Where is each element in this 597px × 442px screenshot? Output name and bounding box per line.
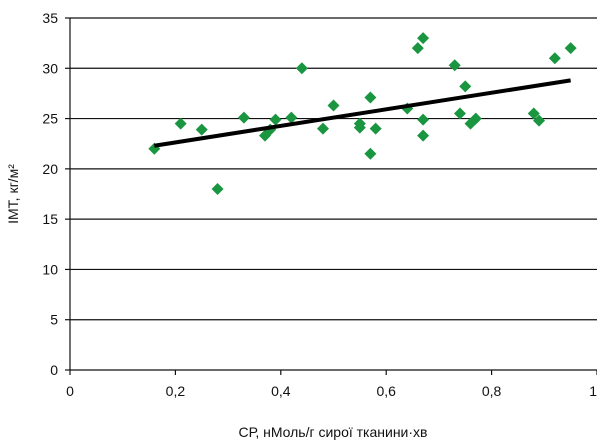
data-point (527, 107, 540, 120)
data-point (295, 62, 308, 75)
data-point (285, 111, 298, 124)
data-point (364, 147, 377, 160)
data-point (564, 42, 577, 55)
data-point (327, 99, 340, 112)
x-tick-label: 0 (66, 383, 74, 399)
data-point (353, 117, 366, 130)
data-point (211, 182, 224, 195)
data-point (174, 117, 187, 130)
data-point (548, 52, 561, 65)
x-tick-label: 0,8 (482, 383, 502, 399)
y-axis-ticks: 0 5 10 15 20 25 30 35 (42, 10, 70, 378)
x-tick-label: 0,6 (376, 383, 396, 399)
data-point (369, 122, 382, 135)
data-point (448, 59, 461, 72)
data-point (459, 80, 472, 93)
data-point (269, 113, 282, 126)
x-tick-label: 0,4 (271, 383, 291, 399)
data-point (411, 42, 424, 55)
x-axis-ticks: 0 0,2 0,4 0,6 0,8 1 (66, 370, 597, 399)
data-point (195, 123, 208, 136)
data-point (453, 107, 466, 120)
x-tick-label: 0,2 (166, 383, 186, 399)
y-axis-label: ІМТ, кг/м² (5, 164, 21, 224)
y-tick-label: 10 (42, 261, 58, 277)
data-point (417, 32, 430, 45)
y-tick-label: 0 (50, 362, 58, 378)
x-axis-label: СР, нМоль/г сирої тканини·хв (239, 424, 428, 440)
data-point (417, 129, 430, 142)
y-tick-label: 20 (42, 161, 58, 177)
gridlines (70, 17, 597, 321)
y-tick-label: 25 (42, 111, 58, 127)
y-tick-label: 15 (42, 211, 58, 227)
data-point (264, 123, 277, 136)
data-point (316, 122, 329, 135)
y-tick-label: 5 (50, 312, 58, 328)
data-point (237, 111, 250, 124)
y-tick-label: 30 (42, 60, 58, 76)
data-point (469, 112, 482, 125)
data-point (417, 113, 430, 126)
y-tick-label: 35 (42, 10, 58, 26)
x-tick-label: 1 (589, 383, 597, 399)
data-point (364, 91, 377, 104)
trendline (154, 78, 571, 148)
data-point (533, 114, 546, 127)
